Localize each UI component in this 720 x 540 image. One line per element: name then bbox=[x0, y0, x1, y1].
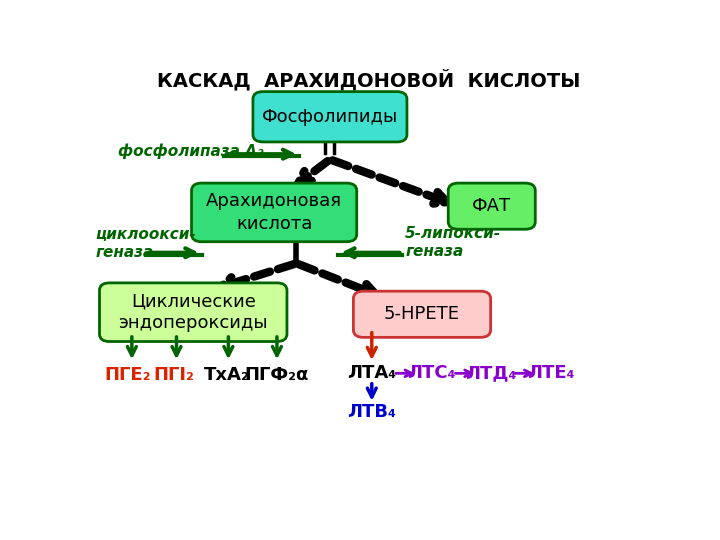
Text: ПГФ₂α: ПГФ₂α bbox=[245, 366, 309, 383]
Text: 5-НРЕТЕ: 5-НРЕТЕ bbox=[384, 305, 460, 323]
Text: Фосфолипиды: Фосфолипиды bbox=[262, 108, 398, 126]
FancyBboxPatch shape bbox=[192, 183, 356, 242]
Text: ПГЕ₂: ПГЕ₂ bbox=[104, 366, 151, 383]
Text: ЛТЕ₄: ЛТЕ₄ bbox=[527, 364, 575, 382]
Text: 5-липокси-
геназа: 5-липокси- геназа bbox=[405, 226, 501, 259]
FancyBboxPatch shape bbox=[449, 183, 535, 230]
Text: Циклические
эндопероксиды: Циклические эндопероксиды bbox=[118, 292, 268, 332]
Text: ЛТД₄: ЛТД₄ bbox=[466, 364, 517, 382]
FancyBboxPatch shape bbox=[253, 92, 407, 142]
Text: ЛТВ₄: ЛТВ₄ bbox=[347, 403, 396, 421]
FancyBboxPatch shape bbox=[354, 291, 490, 338]
Text: Арахидоновая
кислота: Арахидоновая кислота bbox=[206, 192, 342, 233]
Text: фосфолипаза А₂: фосфолипаза А₂ bbox=[118, 143, 264, 159]
Text: ТхА₂: ТхА₂ bbox=[204, 366, 250, 383]
Text: ЛТС₄: ЛТС₄ bbox=[408, 364, 456, 382]
Text: ФАТ: ФАТ bbox=[472, 197, 511, 215]
Text: КАСКАД  АРАХИДОНОВОЙ  КИСЛОТЫ: КАСКАД АРАХИДОНОВОЙ КИСЛОТЫ bbox=[157, 69, 581, 90]
Text: ЛТА₄: ЛТА₄ bbox=[347, 364, 396, 382]
FancyBboxPatch shape bbox=[99, 283, 287, 341]
Text: ПГІ₂: ПГІ₂ bbox=[153, 366, 194, 383]
Text: циклоокси-
геназа: циклоокси- геназа bbox=[96, 227, 197, 260]
